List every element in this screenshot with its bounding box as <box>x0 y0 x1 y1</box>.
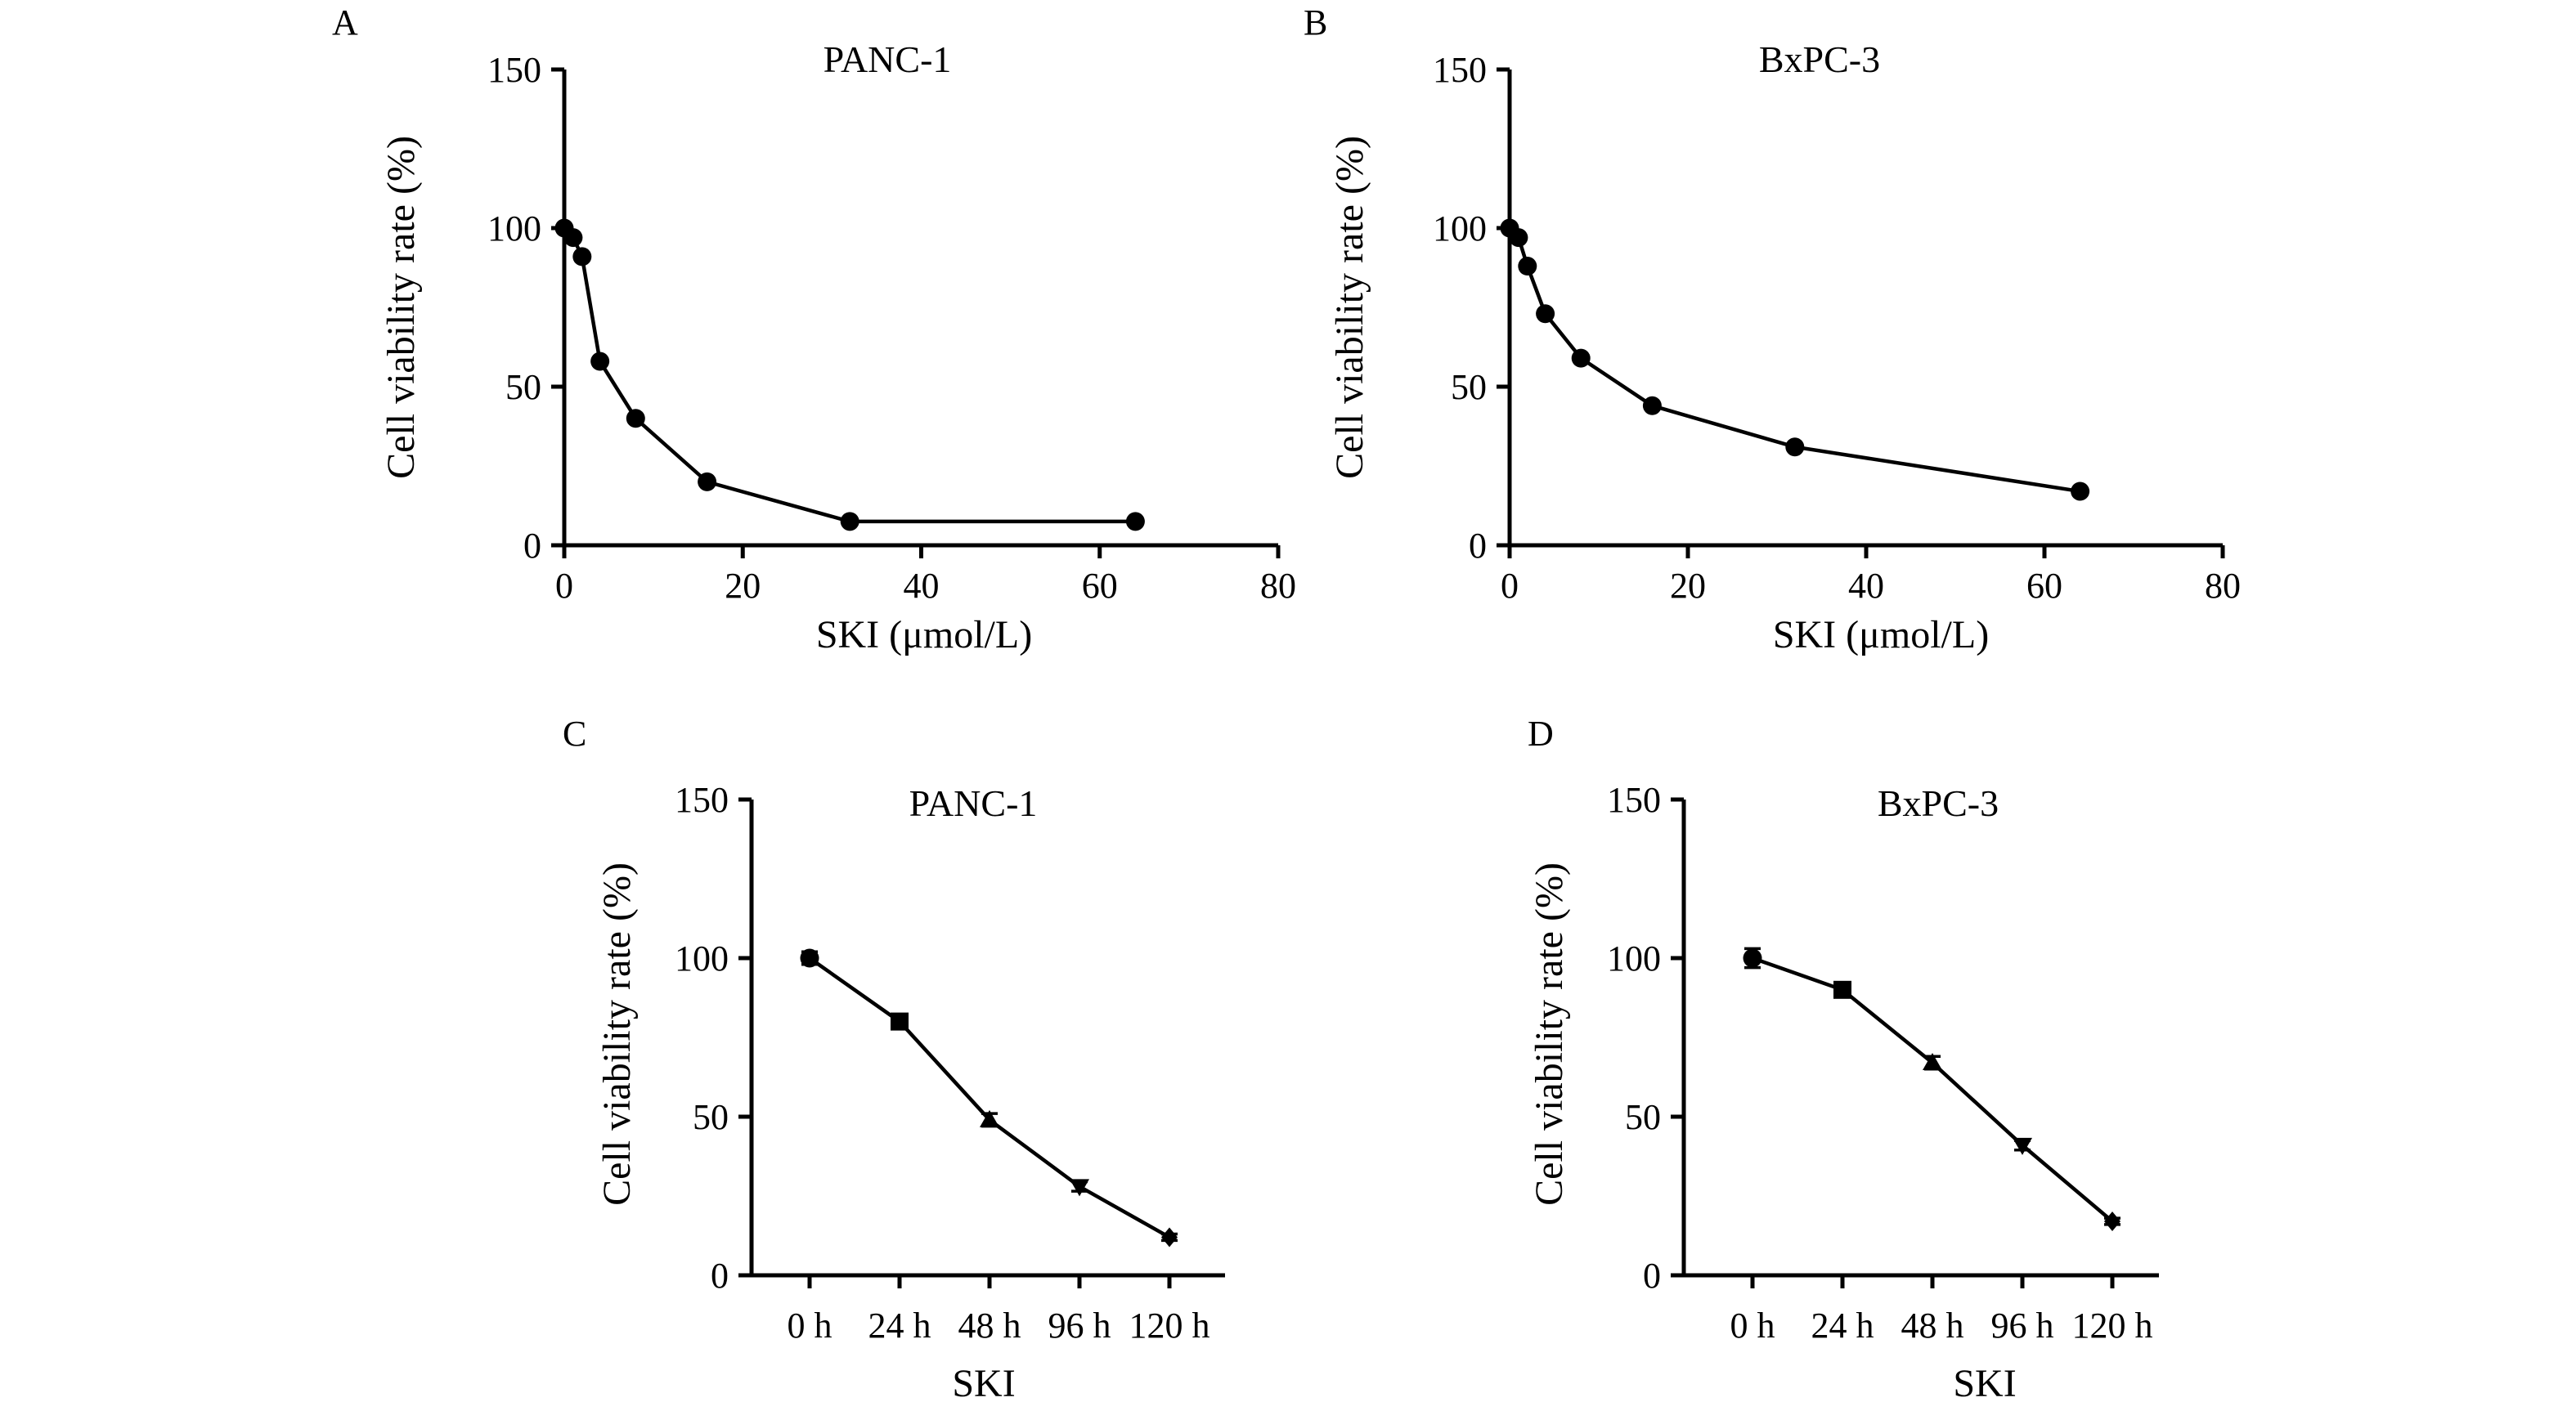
panel-d: D BxPC-3 SKI Cell viability rate (%) 0 50… <box>1528 714 2159 1405</box>
x-tick-label: 20 <box>725 566 761 606</box>
data-point <box>563 228 583 248</box>
y-tick-label: 0 <box>711 1256 729 1296</box>
data-point <box>1642 396 1662 415</box>
x-tick-label: 48 h <box>1901 1306 1964 1346</box>
y-tick-label: 0 <box>523 526 541 566</box>
panel-letter: C <box>563 714 586 754</box>
y-tick-label: 50 <box>1625 1097 1661 1137</box>
series-line <box>808 956 1171 1239</box>
x-tick-label: 60 <box>1082 566 1118 606</box>
y-tick-label: 50 <box>693 1097 729 1137</box>
x-tick-label: 48 h <box>958 1306 1021 1346</box>
x-tick-label: 120 h <box>1129 1306 1210 1346</box>
data-point <box>840 512 859 531</box>
x-tick-label: 40 <box>1848 566 1884 606</box>
x-tick-label: 24 h <box>868 1306 931 1346</box>
x-axis-label: SKI <box>952 1362 1015 1405</box>
y-tick-label: 0 <box>1469 526 1487 566</box>
data-point <box>2071 482 2090 501</box>
series-line <box>563 226 1136 524</box>
data-point <box>1833 980 1851 999</box>
y-tick-label: 50 <box>1451 367 1487 407</box>
x-tick-label: 0 <box>555 566 573 606</box>
panel-b: B BxPC-3 SKI (μmol/L) Cell viability rat… <box>1304 2 2241 656</box>
chart-title: BxPC-3 <box>1759 38 1880 80</box>
panel-c: C PANC-1 SKI Cell viability rate (%) 0 50… <box>563 714 1225 1405</box>
data-point <box>1125 512 1145 531</box>
y-axis-label: Cell viability rate (%) <box>595 862 639 1206</box>
data-point <box>1161 1227 1178 1248</box>
x-tick-label: 40 <box>904 566 940 606</box>
y-tick-label: 100 <box>1433 208 1487 249</box>
panel-letter: B <box>1304 2 1327 43</box>
panel-letter: D <box>1528 714 1554 754</box>
x-tick-label: 0 <box>1501 566 1519 606</box>
data-point <box>1536 304 1555 324</box>
data-point <box>698 472 717 491</box>
panel-letter: A <box>332 2 358 43</box>
panel-a: A PANC-1 SKI (μmol/L) Cell viability rat… <box>332 2 1296 656</box>
data-point <box>572 247 592 267</box>
x-tick-label: 96 h <box>1048 1306 1111 1346</box>
y-tick-label: 50 <box>505 367 541 407</box>
data-point <box>2104 1212 2120 1232</box>
data-point <box>2013 1137 2032 1155</box>
y-tick-label: 150 <box>1433 50 1487 90</box>
x-tick-label: 60 <box>2026 566 2062 606</box>
y-tick-label: 150 <box>675 780 729 820</box>
x-axis-label: SKI (μmol/L) <box>816 613 1032 656</box>
x-tick-label: 0 h <box>1730 1306 1775 1346</box>
data-point <box>800 948 819 968</box>
data-point <box>980 1109 999 1127</box>
data-point <box>891 1012 909 1031</box>
chart-title: BxPC-3 <box>1878 782 1999 824</box>
data-point <box>1509 228 1528 248</box>
y-tick-label: 100 <box>487 208 541 249</box>
x-axis-label: SKI (μmol/L) <box>1773 613 1989 656</box>
data-point <box>1518 257 1537 276</box>
x-tick-label: 24 h <box>1811 1306 1874 1346</box>
x-tick-label: 20 <box>1670 566 1706 606</box>
series-line <box>1752 956 2114 1223</box>
x-tick-label: 80 <box>2205 566 2241 606</box>
data-point <box>590 352 610 371</box>
data-point <box>1923 1053 1942 1071</box>
y-tick-label: 150 <box>1607 780 1661 820</box>
y-axis-label: Cell viability rate (%) <box>379 136 423 479</box>
y-axis-label: Cell viability rate (%) <box>1528 862 1571 1206</box>
x-tick-label: 96 h <box>1991 1306 2054 1346</box>
chart-title: PANC-1 <box>824 38 952 80</box>
x-tick-label: 80 <box>1260 566 1296 606</box>
data-point <box>1743 948 1762 968</box>
data-point <box>626 409 645 428</box>
x-axis-label: SKI <box>1953 1362 2016 1405</box>
y-axis-label: Cell viability rate (%) <box>1328 136 1371 479</box>
y-tick-label: 100 <box>1607 938 1661 979</box>
data-point <box>1785 437 1805 457</box>
data-point <box>1571 348 1591 368</box>
y-tick-label: 150 <box>487 50 541 90</box>
y-tick-label: 100 <box>675 938 729 979</box>
chart-title: PANC-1 <box>909 782 1038 824</box>
x-tick-label: 0 h <box>788 1306 832 1346</box>
x-tick-label: 120 h <box>2072 1306 2153 1346</box>
y-tick-label: 0 <box>1643 1256 1661 1296</box>
data-point <box>1070 1179 1089 1197</box>
